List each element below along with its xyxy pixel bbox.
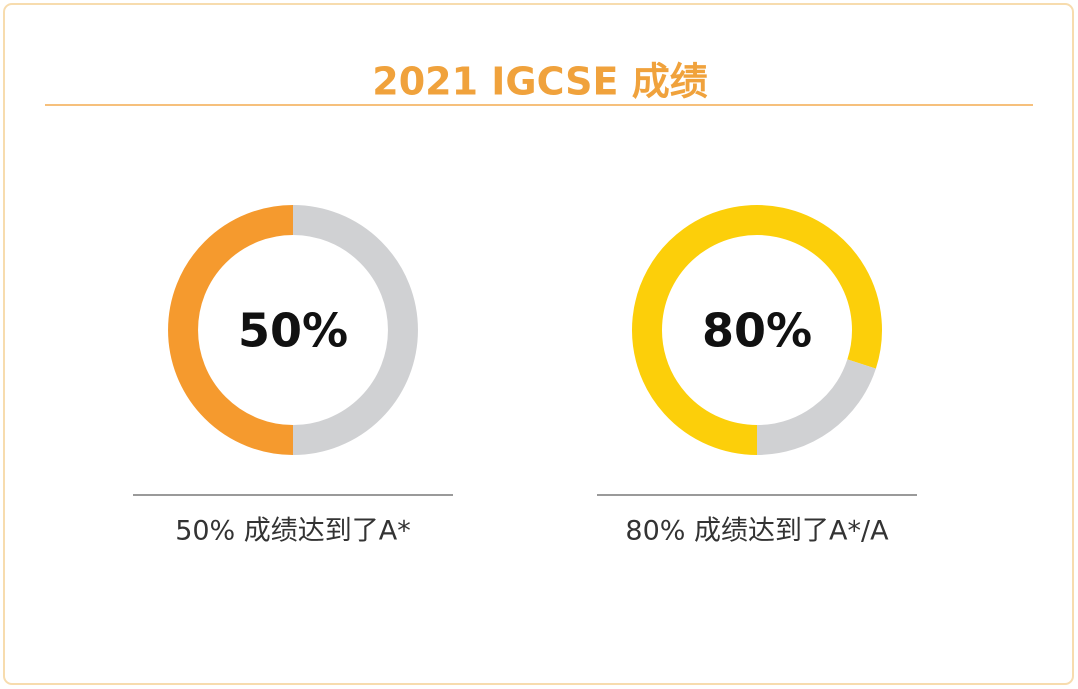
caption: 50% 成绩达到了A* bbox=[175, 516, 411, 547]
donut-segment bbox=[292, 205, 418, 455]
donut-segment bbox=[168, 205, 294, 455]
title: 2021 IGCSE 成绩 bbox=[372, 60, 707, 104]
center-label: 80% bbox=[702, 304, 812, 358]
donut-segment bbox=[756, 358, 876, 455]
donut-segment bbox=[632, 205, 882, 455]
frame bbox=[3, 3, 1074, 685]
caption: 80% 成绩达到了A*/A bbox=[625, 516, 889, 547]
center-label: 50% bbox=[238, 304, 348, 358]
